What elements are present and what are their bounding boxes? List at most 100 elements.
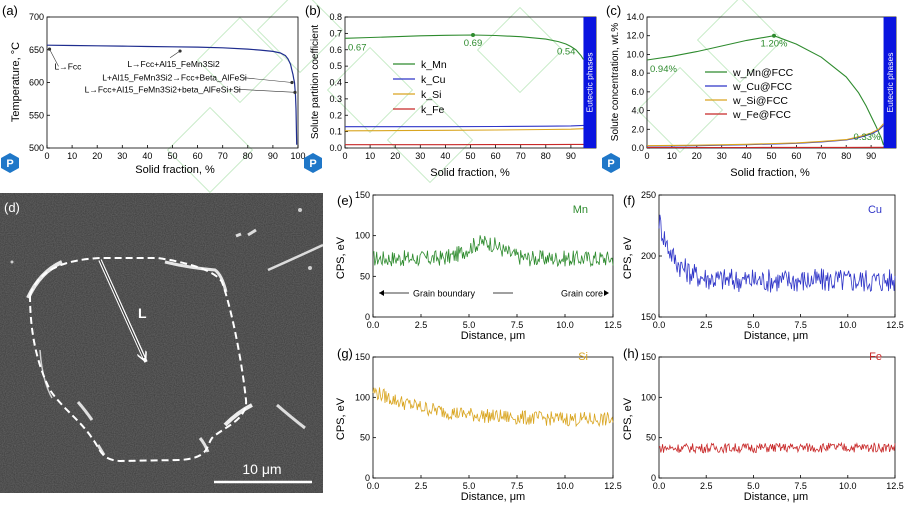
y-tick-label: 0.5: [329, 61, 342, 71]
x-tick-label: 10.0: [556, 320, 574, 330]
plot-frame: [658, 356, 896, 479]
panel-a-label: (a): [2, 3, 18, 18]
series-line-si: [344, 128, 584, 132]
y-tick-label: 550: [29, 110, 44, 120]
annotation-point: [293, 90, 297, 94]
plot-frame: [372, 194, 614, 318]
panel-h-xlabel: Distance, μm: [744, 491, 808, 503]
annotation-pointer: [169, 50, 181, 59]
x-tick-label: 50: [167, 151, 177, 161]
publisher-logo-icon: [304, 153, 322, 173]
y-tick-label: 200: [641, 251, 656, 261]
arrow-right-head: [604, 290, 609, 296]
panel-a-ylabel: Temperature, °C: [10, 42, 22, 122]
x-tick-label: 0.0: [653, 481, 666, 491]
x-tick-label: 10: [365, 151, 375, 161]
y-tick-label: 14.0: [626, 12, 644, 22]
watermark-shape: [476, 6, 564, 94]
x-tick-label: 2.5: [415, 320, 428, 330]
x-tick-label: 2.5: [700, 481, 713, 491]
x-tick-label: 100: [290, 151, 305, 161]
watermark-shape: [386, 96, 474, 184]
scale-bar-label: 10 μm: [242, 461, 281, 477]
x-tick-label: 70: [816, 151, 826, 161]
x-tick-label: 7.5: [511, 481, 524, 491]
panel-f-ylabel: CPS, eV: [622, 236, 634, 279]
annotation-point: [290, 80, 294, 85]
linescan-trace: [372, 387, 614, 428]
x-tick-label: 12.5: [886, 320, 904, 330]
panel-g-xlabel: Distance, μm: [461, 491, 525, 503]
x-tick-label: 60: [193, 151, 203, 161]
y-tick-label: 50: [646, 433, 656, 443]
panel-f-label: (f): [623, 193, 635, 208]
panel-b-label: (b): [305, 3, 321, 18]
y-tick-label: 0.6: [329, 45, 342, 55]
y-tick-label: 100: [355, 231, 370, 241]
x-tick-label: 50: [766, 151, 776, 161]
x-tick-label: 0: [342, 151, 347, 161]
series-line-si: [646, 123, 884, 147]
x-tick-label: 90: [566, 151, 576, 161]
legend-entry-fe: k_Fe: [421, 104, 445, 116]
series-line-cu: [345, 124, 584, 128]
y-tick-label: 150: [355, 352, 370, 362]
x-tick-label: 0: [644, 151, 649, 161]
annotation-pointer: [237, 89, 296, 93]
y-tick-label: 100: [641, 392, 656, 402]
plot-frame: [372, 356, 614, 479]
eutectic-phase-label: Eutectic phases: [585, 52, 595, 112]
y-tick-label: 0.4: [329, 78, 342, 88]
panel-e-mn-linescan: (e) 0.0 2.5 5.0 7.5 10.0 12.5 0 50 100 150 Grain b…: [335, 190, 622, 342]
line-scan-arrow: [99, 259, 144, 358]
x-tick-label: 0: [44, 151, 49, 161]
y-tick-label: 0.7: [329, 28, 342, 38]
x-tick-label: 40: [440, 151, 450, 161]
temperature-curve: [46, 44, 298, 145]
grain-outline: [28, 257, 248, 463]
x-tick-label: 12.5: [886, 481, 904, 491]
x-tick-label: 0.0: [367, 320, 380, 330]
panel-e-label: (e): [337, 193, 353, 208]
x-tick-label: 5.0: [747, 320, 760, 330]
series-line-mn: [344, 34, 584, 60]
legend-entry-cu: w_Cu@FCC: [732, 81, 793, 93]
grain-core-label: Grain core: [561, 289, 603, 299]
x-tick-label: 60: [491, 151, 501, 161]
y-tick-label: 500: [29, 143, 44, 153]
panel-d-label: (d): [4, 200, 20, 215]
linescan-trace: [658, 214, 896, 293]
x-tick-label: 80: [541, 151, 551, 161]
y-tick-label: 150: [355, 190, 370, 200]
x-tick-label: 90: [866, 151, 876, 161]
panel-e-xlabel: Distance, μm: [461, 330, 525, 342]
y-tick-label: 0: [365, 312, 370, 322]
x-tick-label: 10.0: [839, 320, 857, 330]
panel-h-ylabel: CPS, eV: [622, 397, 634, 440]
value-label: 1.20%: [761, 39, 788, 50]
value-label: 0.33%: [854, 132, 881, 143]
y-tick-label: 0.3: [329, 94, 342, 104]
reaction-annotation: L→Fcc: [55, 61, 83, 71]
watermark-shape: [256, 0, 344, 74]
watermark-shape: [166, 106, 254, 194]
watermark-shape: [696, 0, 784, 84]
panel-g-si-linescan: (g) 0.0 2.5 5.0 7.5 10.0 12.5 0 50 100 150 Si Dis…: [335, 346, 622, 503]
y-tick-label: 0: [651, 473, 656, 483]
panel-h-label: (h): [623, 346, 639, 361]
panel-a-xlabel: Solid fraction, %: [135, 164, 215, 176]
panel-c-label: (c): [606, 3, 621, 18]
eutectic-phase-label: Eutectic phases: [885, 52, 895, 112]
x-tick-label: 10: [667, 151, 677, 161]
series-line-cu: [646, 125, 884, 147]
y-tick-label: 150: [641, 352, 656, 362]
linescan-trace: [372, 235, 614, 268]
line-scan-label: L: [138, 305, 147, 321]
legend-entry-cu: k_Cu: [421, 74, 446, 86]
y-tick-label: 0.8: [329, 12, 342, 22]
x-tick-label: 50: [465, 151, 475, 161]
x-tick-label: 10: [67, 151, 77, 161]
legend-entry-fe: w_Fe@FCC: [732, 109, 791, 121]
